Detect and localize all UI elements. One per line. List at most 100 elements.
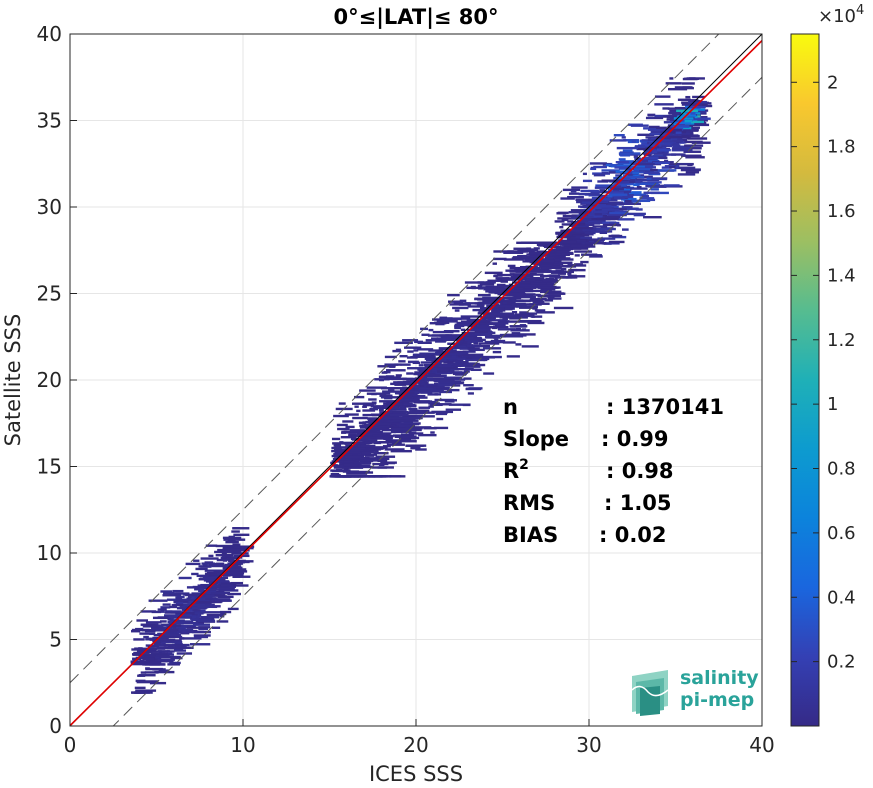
density-cell [540,264,554,267]
density-cell [394,383,407,386]
density-cell [504,307,511,310]
density-cell [395,374,402,377]
density-cell [559,276,569,279]
density-cell [400,438,412,441]
density-cell [496,278,517,281]
density-cell [452,320,458,323]
density-cell [644,171,654,174]
density-cell [654,95,671,98]
density-cell [378,378,385,382]
density-cell [599,231,608,235]
density-cell [144,629,156,633]
density-cell [384,363,399,366]
density-cell [459,355,468,359]
density-cell [442,368,460,371]
density-cell [482,296,500,300]
density-cell [222,573,244,577]
density-cell [336,423,348,427]
density-cell [364,441,382,444]
density-cell [518,281,533,284]
density-cell [574,254,580,257]
density-cell [355,459,378,462]
density-cell [421,333,430,336]
density-cell [546,279,553,282]
density-cell [232,584,249,587]
density-cell [138,674,156,677]
density-cell [621,228,629,231]
density-cell [395,348,401,352]
density-cell [164,614,186,617]
density-cell [669,77,674,80]
density-cell [365,446,388,449]
density-cell [608,240,625,244]
density-cell [509,273,515,276]
density-cell [194,612,204,615]
density-cell [438,381,455,384]
density-cell [423,426,437,430]
density-cell [340,436,357,439]
density-cell [139,680,159,683]
colorbar-multiplier: ×104 [818,3,864,27]
density-cell [500,280,508,283]
density-cell [680,114,685,117]
density-cell [581,201,598,204]
density-cell [514,302,526,306]
density-cell [415,448,427,451]
density-cell [535,284,554,287]
density-cell [223,538,246,541]
density-cell [647,128,669,131]
density-cell [405,418,416,421]
density-cell [131,628,150,632]
density-cell [150,652,168,655]
density-cell [688,105,706,109]
density-cell [431,334,452,337]
density-cell [344,442,351,445]
density-cell [389,413,402,417]
density-cell [618,190,631,193]
density-cell [530,282,547,285]
density-cell [362,409,376,412]
density-cell [581,253,598,256]
density-cell [334,445,340,449]
density-cell [486,319,507,322]
density-cell [378,408,384,412]
density-cell [531,315,543,318]
density-cell [420,384,425,387]
density-cell [394,424,410,428]
density-cell [613,134,625,137]
density-cell [204,569,227,572]
density-cell [615,161,630,164]
reference-lines [70,34,762,726]
density-cell [570,216,591,220]
density-cell [362,413,377,417]
density-cell [430,337,438,340]
density-cell [432,367,451,371]
density-cell [361,457,379,460]
x-tick-label: 0 [64,733,77,757]
density-cell [400,363,411,366]
density-cell [417,368,423,371]
density-cell [612,207,627,211]
density-cell [478,342,500,345]
density-cell [662,115,679,118]
density-cell [621,184,627,187]
density-cell [460,357,473,360]
density-cell [175,596,183,599]
density-cell [333,447,342,451]
density-cell [502,301,507,305]
density-cell [221,556,243,559]
density-cell [407,360,419,364]
density-cell [417,341,432,345]
density-cell [148,654,170,658]
y-axis-label: Satellite SSS [1,314,25,447]
density-cell [333,464,345,468]
density-cell [145,644,167,647]
density-cell [548,241,563,244]
density-cell [398,390,406,394]
density-cell [514,313,535,316]
density-cell [339,464,347,467]
density-cell [345,445,367,448]
density-cell [195,601,212,604]
density-cell [649,133,669,136]
density-cell [386,425,399,429]
